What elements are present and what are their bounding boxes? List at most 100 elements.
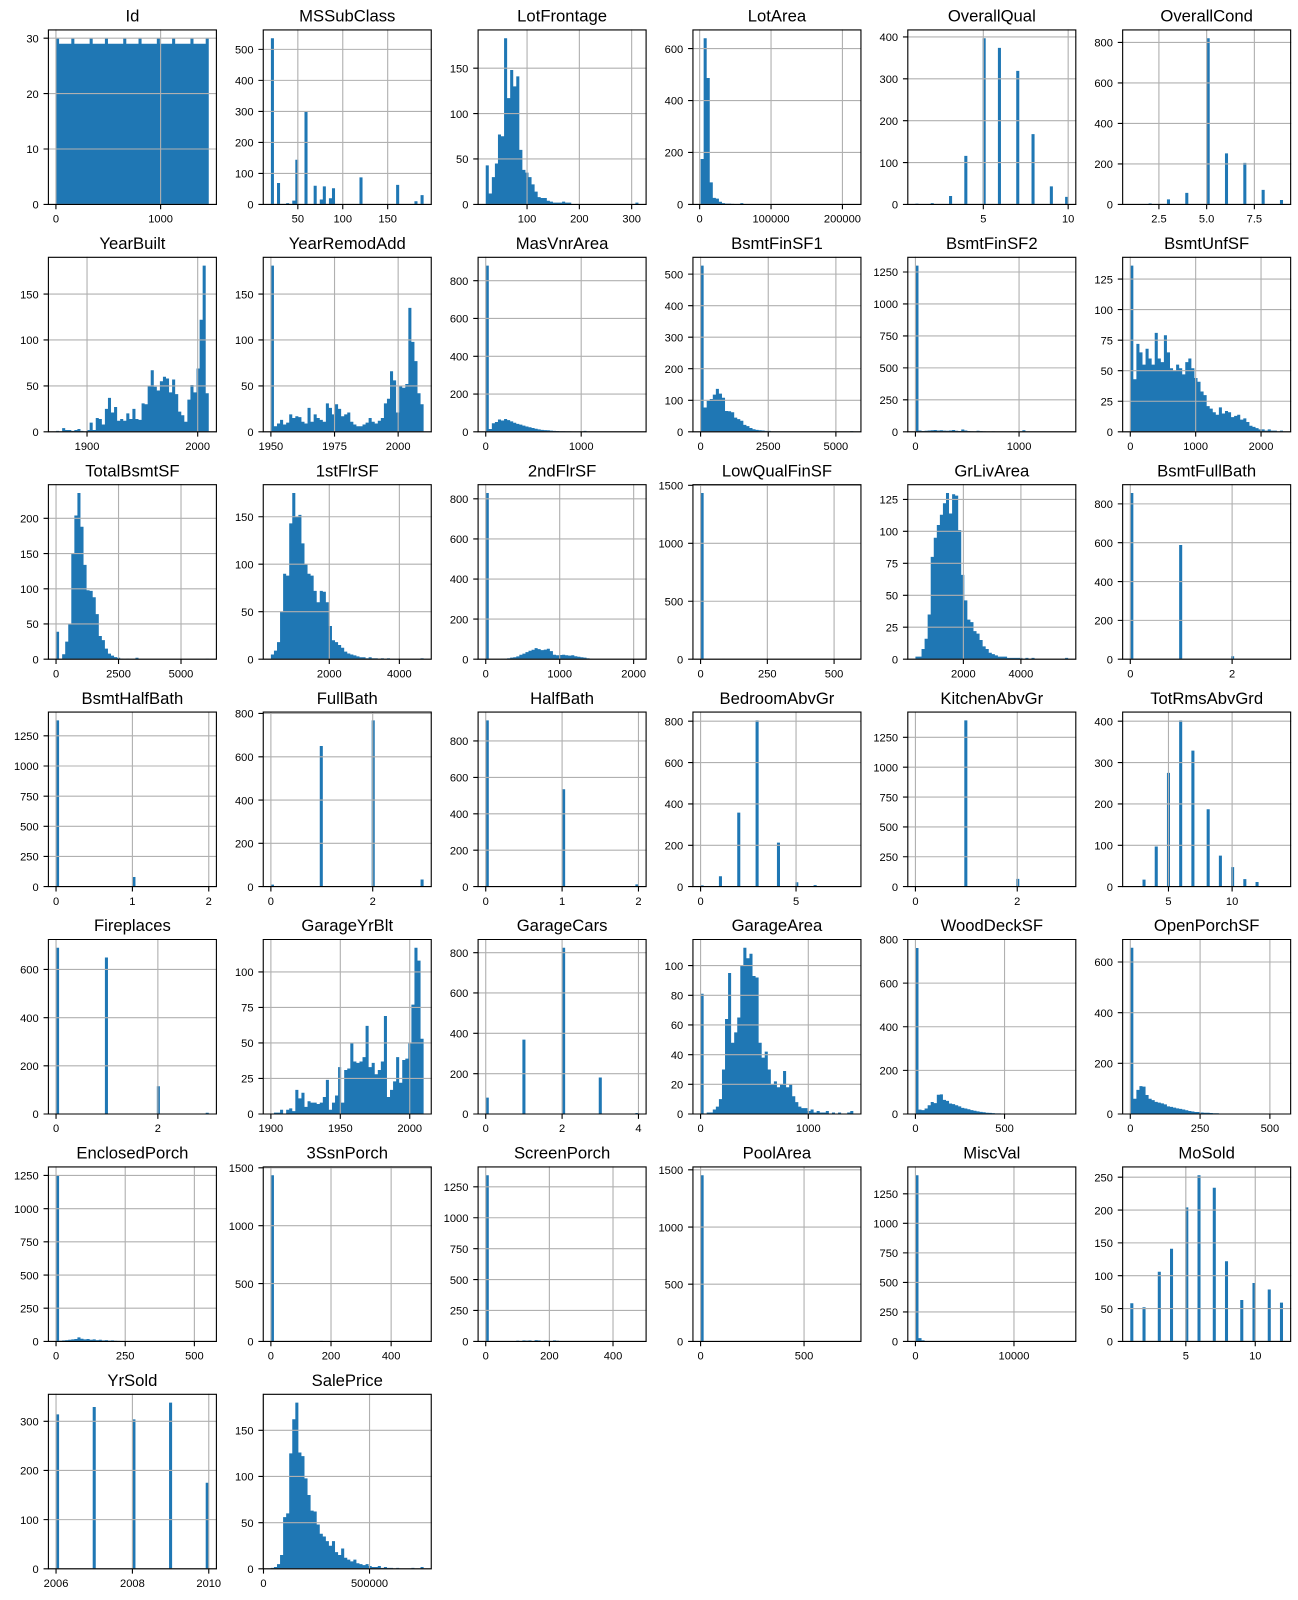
svg-text:250: 250 bbox=[450, 1306, 469, 1318]
svg-text:10: 10 bbox=[1226, 896, 1238, 908]
svg-text:800: 800 bbox=[235, 709, 254, 721]
svg-text:400: 400 bbox=[880, 32, 899, 44]
svg-text:10: 10 bbox=[1062, 214, 1074, 226]
svg-text:400: 400 bbox=[1094, 1008, 1113, 1020]
svg-text:0: 0 bbox=[677, 427, 683, 439]
svg-text:600: 600 bbox=[20, 965, 39, 977]
svg-text:0: 0 bbox=[697, 214, 703, 226]
svg-text:400: 400 bbox=[450, 574, 469, 586]
svg-text:4000: 4000 bbox=[387, 668, 412, 680]
svg-text:25: 25 bbox=[886, 622, 898, 634]
svg-text:500: 500 bbox=[995, 1123, 1014, 1135]
svg-text:50: 50 bbox=[1101, 366, 1113, 378]
svg-text:2000: 2000 bbox=[386, 441, 411, 453]
svg-text:GarageCars: GarageCars bbox=[517, 916, 608, 935]
svg-text:125: 125 bbox=[1094, 274, 1113, 286]
svg-text:0: 0 bbox=[53, 1351, 59, 1363]
svg-text:BsmtUnfSF: BsmtUnfSF bbox=[1164, 234, 1249, 253]
svg-text:MiscVal: MiscVal bbox=[963, 1144, 1020, 1163]
svg-text:BsmtFinSF2: BsmtFinSF2 bbox=[946, 234, 1038, 253]
svg-text:500: 500 bbox=[235, 1279, 254, 1291]
svg-text:200: 200 bbox=[450, 845, 469, 857]
svg-text:600: 600 bbox=[665, 758, 684, 770]
svg-text:1000: 1000 bbox=[1183, 441, 1208, 453]
svg-text:0: 0 bbox=[892, 654, 898, 666]
svg-text:1500: 1500 bbox=[659, 481, 684, 493]
svg-text:0: 0 bbox=[912, 1123, 918, 1135]
svg-text:1500: 1500 bbox=[659, 1165, 684, 1177]
svg-text:0: 0 bbox=[912, 896, 918, 908]
svg-text:3SsnPorch: 3SsnPorch bbox=[307, 1144, 388, 1163]
svg-text:BsmtFullBath: BsmtFullBath bbox=[1157, 461, 1256, 480]
svg-text:50: 50 bbox=[1101, 1304, 1113, 1316]
svg-text:1250: 1250 bbox=[14, 1171, 39, 1183]
svg-text:200: 200 bbox=[570, 214, 589, 226]
svg-text:0: 0 bbox=[53, 214, 59, 226]
svg-text:100: 100 bbox=[333, 214, 352, 226]
svg-text:4: 4 bbox=[635, 1123, 641, 1135]
svg-text:1250: 1250 bbox=[873, 1189, 898, 1201]
svg-text:60: 60 bbox=[671, 1020, 683, 1032]
svg-text:1000: 1000 bbox=[229, 1221, 254, 1233]
svg-text:150: 150 bbox=[1094, 1238, 1113, 1250]
svg-text:Fireplaces: Fireplaces bbox=[94, 916, 171, 935]
svg-text:750: 750 bbox=[20, 1237, 39, 1249]
svg-text:200000: 200000 bbox=[824, 214, 861, 226]
svg-text:20: 20 bbox=[26, 89, 38, 101]
svg-text:800: 800 bbox=[450, 494, 469, 506]
svg-text:400: 400 bbox=[665, 799, 684, 811]
svg-text:800: 800 bbox=[1094, 38, 1113, 50]
svg-text:OverallCond: OverallCond bbox=[1160, 7, 1253, 26]
svg-text:2500: 2500 bbox=[106, 668, 131, 680]
svg-text:MoSold: MoSold bbox=[1178, 1144, 1234, 1163]
svg-text:400: 400 bbox=[450, 1029, 469, 1041]
svg-text:2: 2 bbox=[559, 1123, 565, 1135]
svg-text:EnclosedPorch: EnclosedPorch bbox=[76, 1144, 188, 1163]
svg-text:0: 0 bbox=[1107, 427, 1113, 439]
svg-text:600: 600 bbox=[450, 988, 469, 1000]
svg-text:400: 400 bbox=[1094, 119, 1113, 131]
svg-text:0: 0 bbox=[892, 882, 898, 894]
svg-text:0: 0 bbox=[697, 1123, 703, 1135]
svg-text:5000: 5000 bbox=[824, 441, 849, 453]
svg-text:50: 50 bbox=[241, 1038, 253, 1050]
svg-text:5: 5 bbox=[980, 214, 986, 226]
svg-text:YearRemodAdd: YearRemodAdd bbox=[289, 234, 406, 253]
svg-text:4000: 4000 bbox=[1009, 668, 1034, 680]
svg-text:1000: 1000 bbox=[444, 1213, 469, 1225]
svg-text:200: 200 bbox=[235, 839, 254, 851]
svg-text:250: 250 bbox=[1094, 1172, 1113, 1184]
svg-text:0: 0 bbox=[892, 1109, 898, 1121]
svg-text:800: 800 bbox=[880, 935, 899, 947]
svg-text:100: 100 bbox=[1094, 1271, 1113, 1283]
svg-text:150: 150 bbox=[20, 289, 39, 301]
svg-text:100: 100 bbox=[20, 335, 39, 347]
svg-text:800: 800 bbox=[450, 276, 469, 288]
svg-text:25: 25 bbox=[1101, 396, 1113, 408]
svg-text:750: 750 bbox=[880, 1248, 899, 1260]
svg-text:400: 400 bbox=[1094, 716, 1113, 728]
svg-text:2: 2 bbox=[155, 1123, 161, 1135]
svg-text:0: 0 bbox=[32, 1109, 38, 1121]
svg-text:0: 0 bbox=[892, 427, 898, 439]
svg-text:100: 100 bbox=[1094, 305, 1113, 317]
svg-text:250: 250 bbox=[116, 1351, 135, 1363]
svg-text:25: 25 bbox=[241, 1074, 253, 1086]
svg-text:2: 2 bbox=[370, 896, 376, 908]
svg-text:200: 200 bbox=[235, 138, 254, 150]
svg-text:1250: 1250 bbox=[14, 731, 39, 743]
svg-text:200: 200 bbox=[322, 1351, 341, 1363]
svg-text:GrLivArea: GrLivArea bbox=[954, 461, 1030, 480]
svg-text:1000: 1000 bbox=[873, 299, 898, 311]
svg-text:100: 100 bbox=[1094, 840, 1113, 852]
svg-text:TotRmsAbvGrd: TotRmsAbvGrd bbox=[1150, 689, 1263, 708]
svg-text:500: 500 bbox=[665, 1279, 684, 1291]
svg-text:400: 400 bbox=[235, 795, 254, 807]
svg-text:0: 0 bbox=[697, 896, 703, 908]
svg-text:250: 250 bbox=[1191, 1123, 1210, 1135]
svg-text:WoodDeckSF: WoodDeckSF bbox=[941, 916, 1043, 935]
svg-text:0: 0 bbox=[892, 1337, 898, 1349]
svg-text:0: 0 bbox=[462, 654, 468, 666]
svg-text:200: 200 bbox=[1094, 799, 1113, 811]
svg-text:400: 400 bbox=[1094, 577, 1113, 589]
